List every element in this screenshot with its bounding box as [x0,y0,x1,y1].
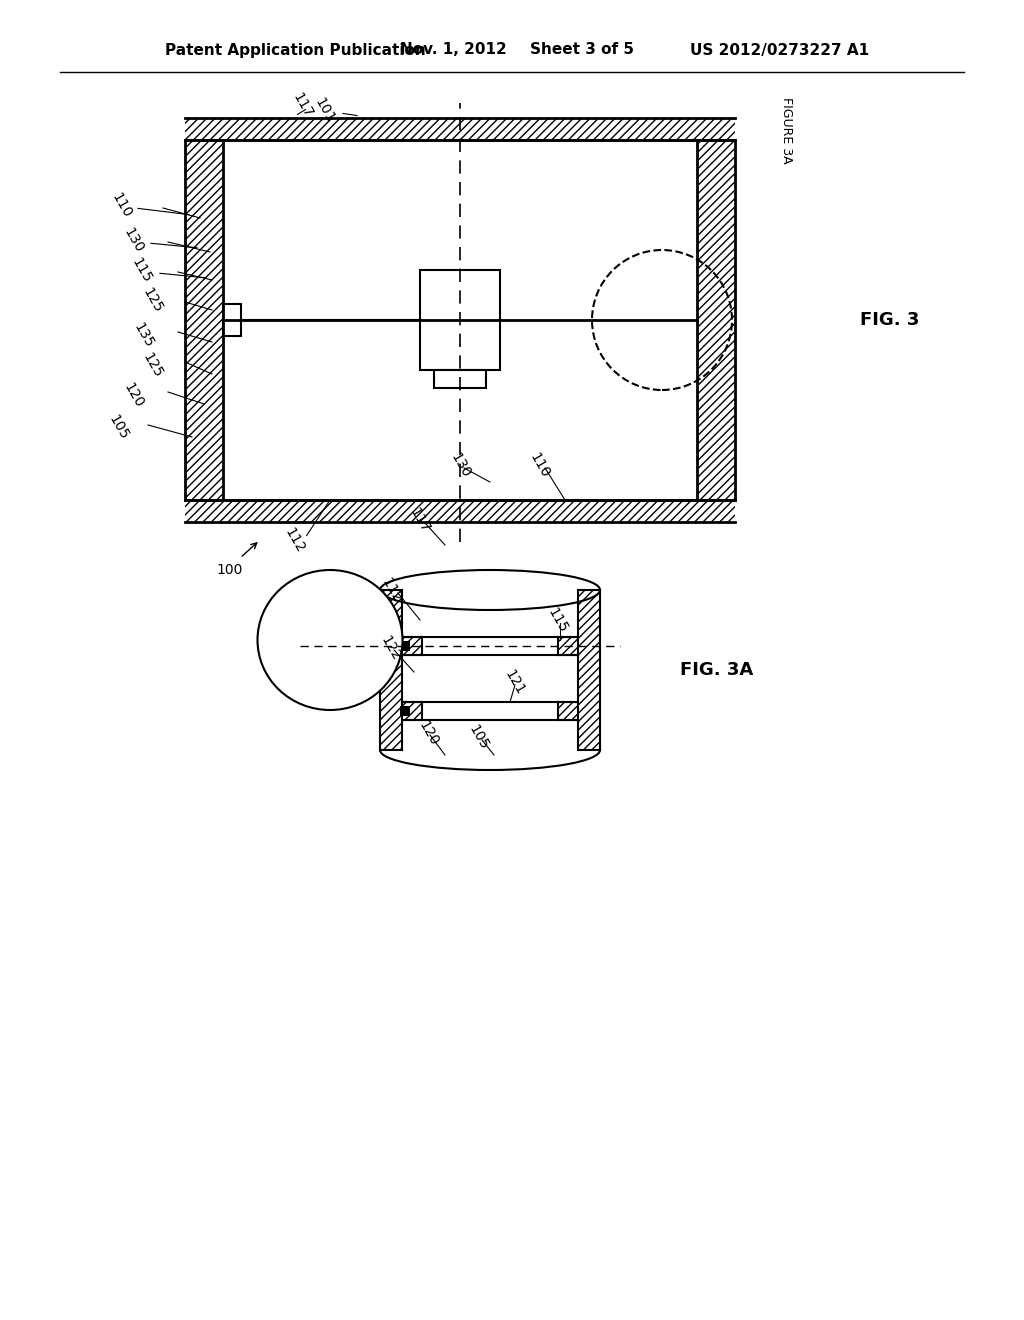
Bar [223,304,241,337]
Bar [185,140,223,500]
Bar [185,117,735,140]
Bar [558,702,578,719]
Text: 130: 130 [447,450,473,480]
Text: 125: 125 [139,285,165,315]
Bar [380,590,402,750]
Bar [402,638,422,655]
Text: 105: 105 [105,412,131,442]
Text: 100: 100 [217,564,243,577]
Bar [434,370,486,388]
Text: 120: 120 [121,380,145,411]
Text: Nov. 1, 2012: Nov. 1, 2012 [400,42,507,58]
Ellipse shape [380,570,600,610]
Text: 130: 130 [121,226,145,255]
Text: 101: 101 [312,95,338,125]
Text: Sheet 3 of 5: Sheet 3 of 5 [530,42,634,58]
Text: Patent Application Publication: Patent Application Publication [165,42,426,58]
Text: 117: 117 [408,506,433,535]
Text: FIG. 3A: FIG. 3A [680,661,754,678]
Text: 122: 122 [378,634,402,663]
Text: FIG. 3: FIG. 3 [860,312,920,329]
Text: 135: 135 [130,319,156,350]
Text: US 2012/0273227 A1: US 2012/0273227 A1 [690,42,869,58]
Bar [400,642,410,651]
Text: 117: 117 [291,90,315,120]
Bar [697,140,735,500]
Bar [578,590,600,750]
Text: 115: 115 [546,605,570,635]
Text: 110: 110 [110,190,135,220]
Bar [420,271,500,370]
Bar [400,706,410,715]
Text: 115: 115 [129,255,155,285]
Text: 112: 112 [379,576,404,605]
Text: 110: 110 [527,450,553,480]
Text: 120: 120 [416,718,440,748]
Ellipse shape [257,570,402,710]
Bar [185,500,735,521]
Text: 105: 105 [465,722,490,752]
Bar [402,702,422,719]
Text: 112: 112 [283,525,307,554]
Text: FIGURE 3A: FIGURE 3A [780,96,793,164]
Text: 125: 125 [139,350,165,380]
Bar [558,638,578,655]
Text: 121: 121 [503,667,527,697]
